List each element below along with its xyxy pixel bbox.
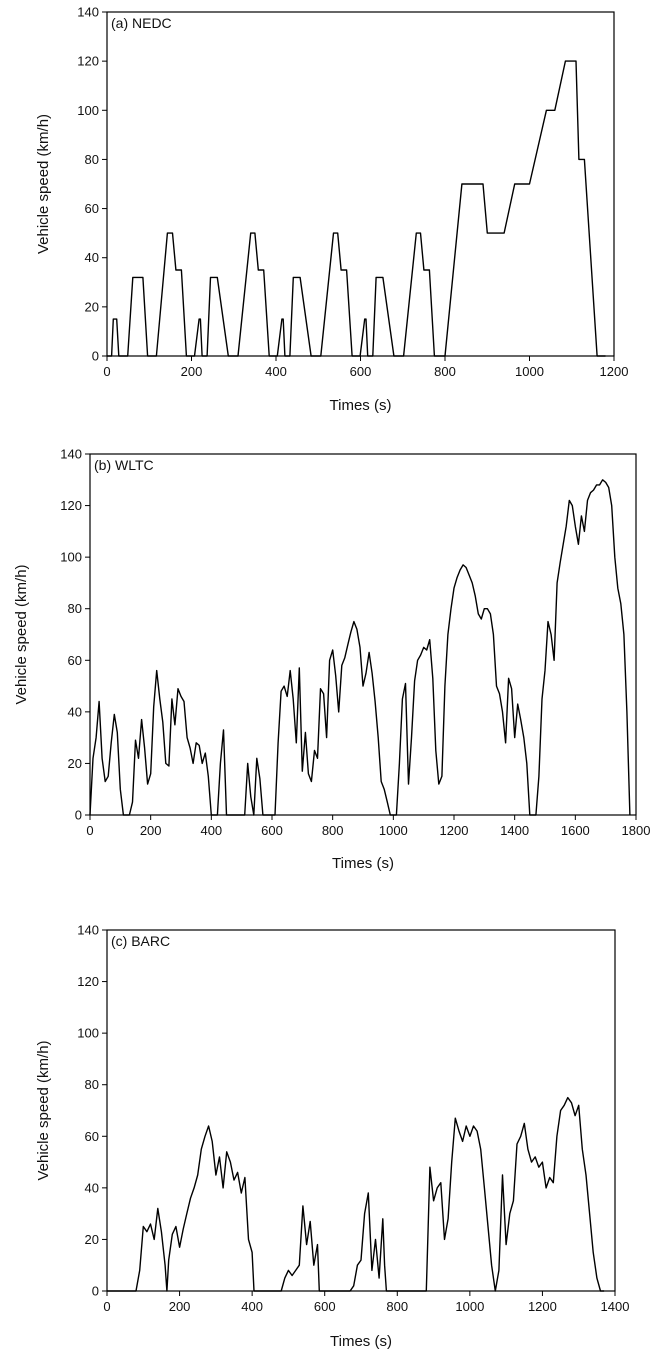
x-tick-label: 200 xyxy=(140,823,162,838)
y-tick-label: 60 xyxy=(68,653,82,668)
x-tick-label: 0 xyxy=(103,364,110,379)
chart-svg-wltc: 0 200 400 600 800 1000 1200 1400 1600 1800 0 20 40 60… xyxy=(13,447,651,873)
y-tick-label: 40 xyxy=(68,704,82,719)
x-tick-label: 1000 xyxy=(455,1299,484,1314)
x-tick-label: 600 xyxy=(350,364,372,379)
x-tick-label: 800 xyxy=(386,1299,408,1314)
y-axis-title: Vehicle speed (km/h) xyxy=(35,1040,52,1180)
plot-frame xyxy=(106,929,616,1292)
x-tick-label: 0 xyxy=(86,823,93,838)
x-tick-label: 200 xyxy=(169,1299,191,1314)
y-tick-label: 0 xyxy=(75,808,82,823)
y-axis-title: Vehicle speed (km/h) xyxy=(13,564,30,704)
x-axis-title: Times (s) xyxy=(332,855,394,872)
y-tick-label: 140 xyxy=(77,5,99,20)
speed-series-line xyxy=(89,479,631,816)
x-tick-label: 1000 xyxy=(515,364,544,379)
y-tick-label: 100 xyxy=(77,1026,99,1041)
y-tick-label: 80 xyxy=(85,152,99,167)
y-tick-label: 20 xyxy=(85,1232,99,1247)
y-tick-label: 80 xyxy=(85,1077,99,1092)
y-tick-label: 100 xyxy=(60,550,82,565)
speed-series-line xyxy=(107,60,606,357)
x-tick-label: 800 xyxy=(322,823,344,838)
panel-label: (b) WLTC xyxy=(94,457,154,473)
chart-svg-nedc: 0 200 400 600 800 1000 1200 0 20 40 60 80 100 120 140 (… xyxy=(35,5,629,415)
y-tick-label: 60 xyxy=(85,201,99,216)
y-axis-title: Vehicle speed (km/h) xyxy=(35,114,52,254)
speed-series-line xyxy=(107,1096,605,1292)
x-axis-title: Times (s) xyxy=(330,397,392,414)
y-tick-label: 140 xyxy=(60,447,82,462)
chart-panel-barc: 0 200 400 600 800 1000 1200 1400 0 20 40 60 80 100 120… xyxy=(0,918,657,1355)
y-tick-label: 100 xyxy=(77,103,99,118)
y-tick-label: 60 xyxy=(85,1129,99,1144)
y-tick-label: 40 xyxy=(85,250,99,265)
x-tick-label: 1200 xyxy=(528,1299,557,1314)
y-tick-label: 140 xyxy=(77,923,99,938)
chart-svg-barc: 0 200 400 600 800 1000 1200 1400 0 20 40 60 80 100 120… xyxy=(35,923,630,1351)
panel-label: (c) BARC xyxy=(111,933,170,949)
x-tick-label: 400 xyxy=(241,1299,263,1314)
y-tick-label: 20 xyxy=(85,299,99,314)
y-tick-label: 40 xyxy=(85,1180,99,1195)
x-tick-label: 1600 xyxy=(561,823,590,838)
x-tick-label: 1400 xyxy=(500,823,529,838)
panel-label: (a) NEDC xyxy=(111,15,172,31)
y-tick-label: 120 xyxy=(77,974,99,989)
x-tick-label: 200 xyxy=(181,364,203,379)
x-axis-title: Times (s) xyxy=(330,1333,392,1350)
y-tick-label: 80 xyxy=(68,601,82,616)
x-tick-label: 1200 xyxy=(440,823,469,838)
x-tick-label: 400 xyxy=(265,364,287,379)
x-tick-label: 1400 xyxy=(601,1299,630,1314)
y-tick-label: 120 xyxy=(60,498,82,513)
x-tick-label: 800 xyxy=(434,364,456,379)
x-tick-label: 1200 xyxy=(600,364,629,379)
x-tick-label: 1000 xyxy=(379,823,408,838)
x-tick-label: 1800 xyxy=(622,823,651,838)
plot-frame xyxy=(89,453,637,816)
x-tick-label: 600 xyxy=(314,1299,336,1314)
chart-panel-nedc: 0 200 400 600 800 1000 1200 0 20 40 60 80 100 120 140 (… xyxy=(0,0,657,420)
x-tick-label: 0 xyxy=(103,1299,110,1314)
y-tick-label: 20 xyxy=(68,756,82,771)
chart-panel-wltc: 0 200 400 600 800 1000 1200 1400 1600 1800 0 20 40 60… xyxy=(0,440,657,880)
y-tick-label: 0 xyxy=(92,1284,99,1299)
y-tick-label: 0 xyxy=(92,349,99,364)
x-tick-label: 600 xyxy=(261,823,283,838)
x-tick-label: 400 xyxy=(200,823,222,838)
y-tick-label: 120 xyxy=(77,54,99,69)
